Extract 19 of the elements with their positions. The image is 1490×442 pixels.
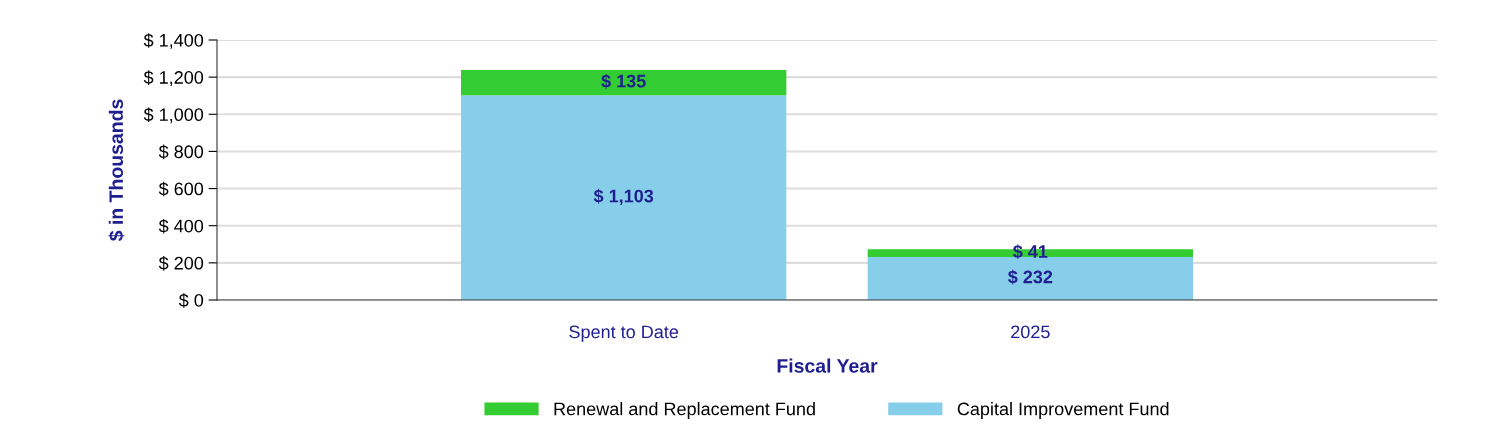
y-tick-label: $ 1,000	[143, 107, 204, 124]
x-axis-title: Fiscal Year	[777, 358, 878, 373]
bar	[461, 95, 787, 300]
legend-label: Capital Improvement Fund	[957, 402, 1169, 419]
y-tick-label: $ 400	[158, 218, 204, 234]
data-label: $ 1,103	[593, 188, 654, 206]
y-tick-label: $ 800	[158, 144, 204, 160]
y-tick-label: $ 600	[158, 181, 204, 197]
y-tick-label: $ 200	[158, 256, 204, 271]
x-tick-label: 2025	[1011, 325, 1050, 339]
y-tick-label: $ 1,400	[143, 33, 204, 49]
legend-label: Renewal and Replacement Fund	[554, 402, 815, 419]
y-tick-label: $ 0	[178, 293, 204, 308]
y-tick-label: $ 1,200	[143, 70, 204, 86]
data-label: $ 232	[1007, 269, 1053, 285]
y-axis-title: $ in Thousands	[108, 99, 125, 242]
bar	[461, 70, 787, 96]
data-label: $ 135	[601, 73, 646, 89]
x-tick-label: Spent to Date	[569, 325, 679, 342]
